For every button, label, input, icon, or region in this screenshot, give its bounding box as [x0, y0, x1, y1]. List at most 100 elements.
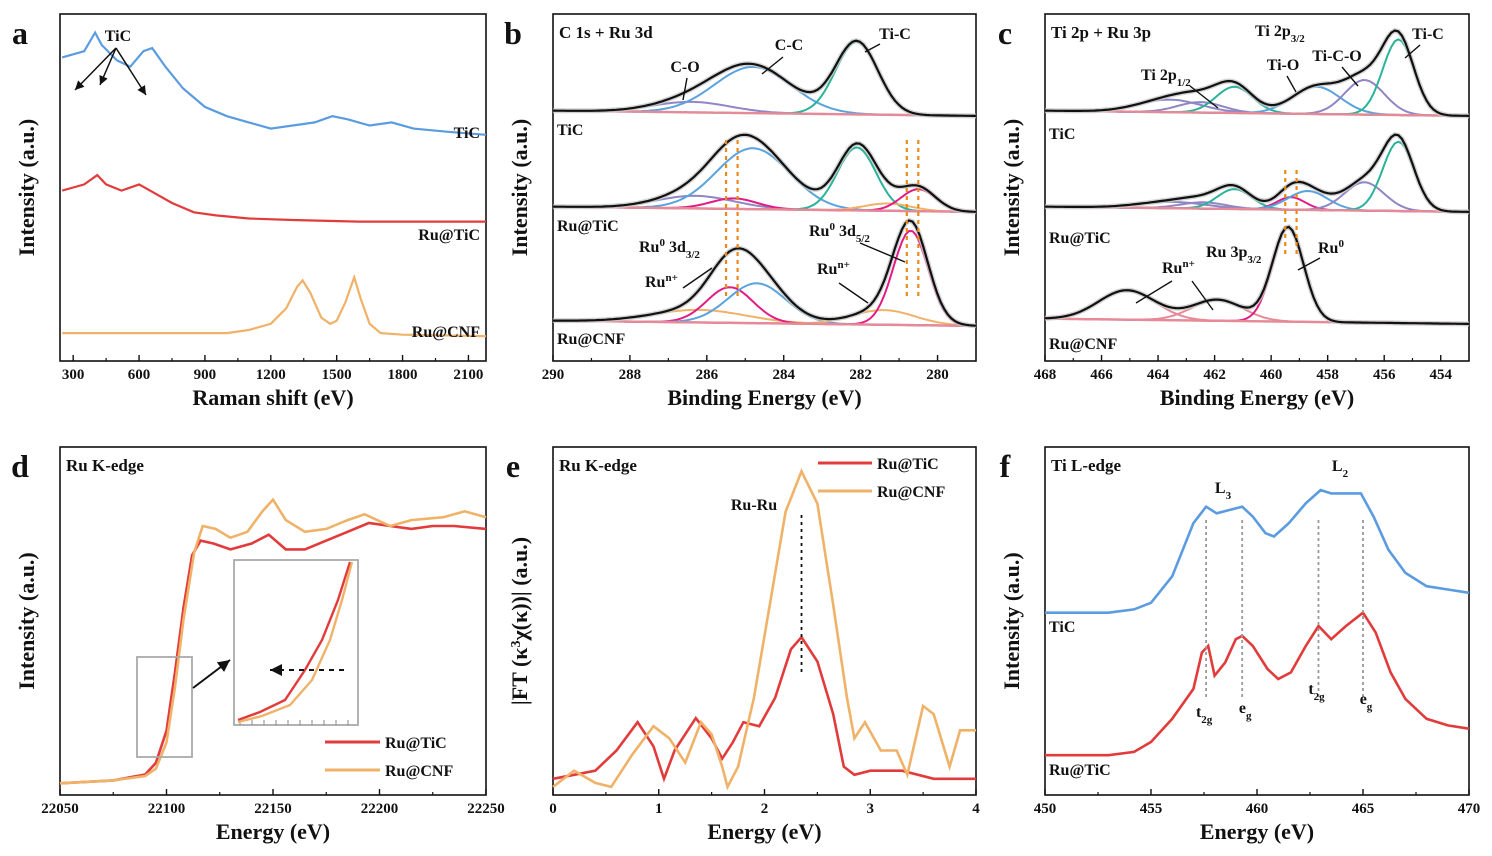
legend-label-Ru@CNF: Ru@CNF	[877, 484, 945, 501]
legend-label-Ru@CNF: Ru@CNF	[385, 763, 453, 780]
legend-label-TiC: TiC	[1049, 619, 1075, 636]
x-tick-label: 2100	[453, 367, 483, 383]
plot-frame	[1044, 13, 1470, 362]
label-tico-leader	[1341, 66, 1359, 87]
fit-envelope-line	[1044, 225, 1469, 325]
series-line-Ru@TiC	[1045, 610, 1470, 757]
label-run-leader-1	[1135, 280, 1173, 304]
fit-envelope-line	[1044, 133, 1470, 213]
label-ru0-3d32-part: 3d	[665, 239, 686, 256]
label-eg-part: e	[1239, 700, 1246, 717]
x-tick-label: 1800	[388, 367, 418, 383]
label-t2g-part: t	[1308, 681, 1314, 698]
label-ru0-3d52-part: 0	[829, 221, 835, 233]
y-axis-title: |FT (κ3χ(κ))| (a.u.)	[507, 537, 532, 705]
label-ru3p32-part: Ru 3p	[1206, 244, 1247, 261]
x-tick-label: 454	[1429, 367, 1452, 383]
x-axis-title: Binding Energy (eV)	[667, 385, 861, 410]
fit-envelope-line	[553, 219, 977, 327]
x-tick-label: 3	[867, 801, 875, 817]
sample-label-Ru@TiC: Ru@TiC	[557, 218, 619, 235]
label-ru3p32-part: 3/2	[1247, 254, 1262, 266]
raw-data-line	[552, 38, 976, 119]
panel-letter: d	[11, 448, 29, 484]
label-run-1-part: Ru	[645, 274, 666, 291]
x-tick-label: 290	[542, 367, 565, 383]
panel-letter: f	[1000, 448, 1011, 484]
label-ru0-3d52-part: 3d	[835, 223, 856, 240]
label-tico: Ti-C-O	[1312, 48, 1361, 65]
label-ti2p32: Ti 2p3/2	[1255, 23, 1305, 45]
background-line	[552, 319, 976, 328]
label-t2g: t2g	[1308, 681, 1325, 703]
y-axis-title: Intensity (a.u.)	[14, 119, 39, 257]
label-ru0-3d32: Ru0 3d3/2	[639, 237, 700, 261]
label-cc-leader	[761, 56, 784, 75]
x-tick-label: 0	[549, 801, 557, 817]
y-axis-title: Intensity (a.u.)	[14, 552, 39, 690]
label-ti2p32-part: 3/2	[1291, 33, 1306, 45]
component-peak	[553, 40, 976, 117]
label-ru0-3d52: Ru0 3d5/2	[809, 221, 870, 245]
label-eg: eg	[1239, 700, 1252, 722]
x-axis-title: Energy (eV)	[1200, 819, 1314, 844]
component-peak	[552, 147, 976, 213]
label-ru0: Ru0	[1318, 238, 1344, 257]
label-cc: C-C	[775, 37, 803, 54]
x-tick-label: 450	[1034, 801, 1057, 817]
zoom-box	[136, 656, 193, 758]
y-axis-title-part: |FT (κ	[507, 647, 532, 705]
plot-frame	[59, 13, 487, 362]
panel-a: 300 600 900 1200 1500 1800 2100 Raman shift (eV…	[12, 13, 487, 410]
series-line-TiC	[61, 30, 487, 136]
peak-arrow	[74, 47, 117, 91]
fit-envelope-line	[1044, 29, 1470, 117]
x-tick-label: 456	[1373, 367, 1396, 383]
label-L2-part: L	[1332, 458, 1343, 475]
label-run: Run+	[1162, 258, 1195, 277]
background-line	[1045, 109, 1469, 118]
label-L3-part: 3	[1226, 490, 1232, 502]
y-axis-title-part: χ(κ))| (a.u.)	[507, 537, 532, 642]
legend-label-Ru@TiC: Ru@TiC	[877, 456, 939, 473]
label-L2-part: 2	[1343, 468, 1349, 480]
panel-f: 450 455 460 465 470 Energy (eV) f Intensity (a.…	[999, 446, 1481, 844]
label-tio-leader	[1286, 75, 1297, 93]
label-run-2: Run+	[817, 259, 850, 278]
panel-d: 22050 22100 22150 22200 22250 Energy (eV) d Int…	[11, 446, 505, 844]
x-tick-label: 282	[849, 367, 872, 383]
legend-label-Ru@TiC: Ru@TiC	[1049, 762, 1111, 779]
x-axis-title: Energy (eV)	[707, 819, 821, 844]
x-tick-label: 2	[761, 801, 769, 817]
x-tick-label: 470	[1458, 801, 1481, 817]
peak-arrow	[99, 47, 117, 86]
y-axis-title: Intensity (a.u.)	[999, 119, 1024, 257]
label-ru0-part: Ru	[1318, 240, 1339, 257]
series-line-Ru@TiC	[59, 521, 487, 785]
series-line-Ru@CNF	[552, 468, 976, 791]
x-tick-label: 300	[62, 367, 85, 383]
zoom-arrow	[192, 659, 231, 689]
x-tick-label: 468	[1034, 367, 1057, 383]
component-peak	[1045, 38, 1470, 117]
x-tick-label: 22050	[41, 801, 79, 817]
legend-label-TiC: TiC	[454, 125, 480, 142]
x-tick-label: 458	[1316, 367, 1339, 383]
label-run-2-leader	[838, 282, 869, 304]
peak-arrow	[115, 47, 147, 96]
label-eg-part: e	[1360, 691, 1367, 708]
panel-letter: b	[504, 15, 522, 51]
legend-label-Ru@TiC: Ru@TiC	[418, 227, 480, 244]
inset-series-Ru@TiC	[237, 561, 352, 722]
panel-c: 468 466 464 462 460 458 456 454 Binding Energy (…	[998, 13, 1470, 410]
label-t2g-part: 2g	[1314, 691, 1326, 703]
y-axis-title: Intensity (a.u.)	[507, 119, 532, 257]
label-ru52-leader	[859, 242, 906, 263]
raw-data-line	[552, 132, 977, 215]
x-tick-label: 464	[1147, 367, 1170, 383]
y-axis-title-part: 3	[509, 640, 524, 647]
legend-label-Ru@TiC: Ru@TiC	[385, 735, 447, 752]
label-tio: Ti-O	[1267, 57, 1300, 74]
x-tick-label: 466	[1090, 367, 1113, 383]
